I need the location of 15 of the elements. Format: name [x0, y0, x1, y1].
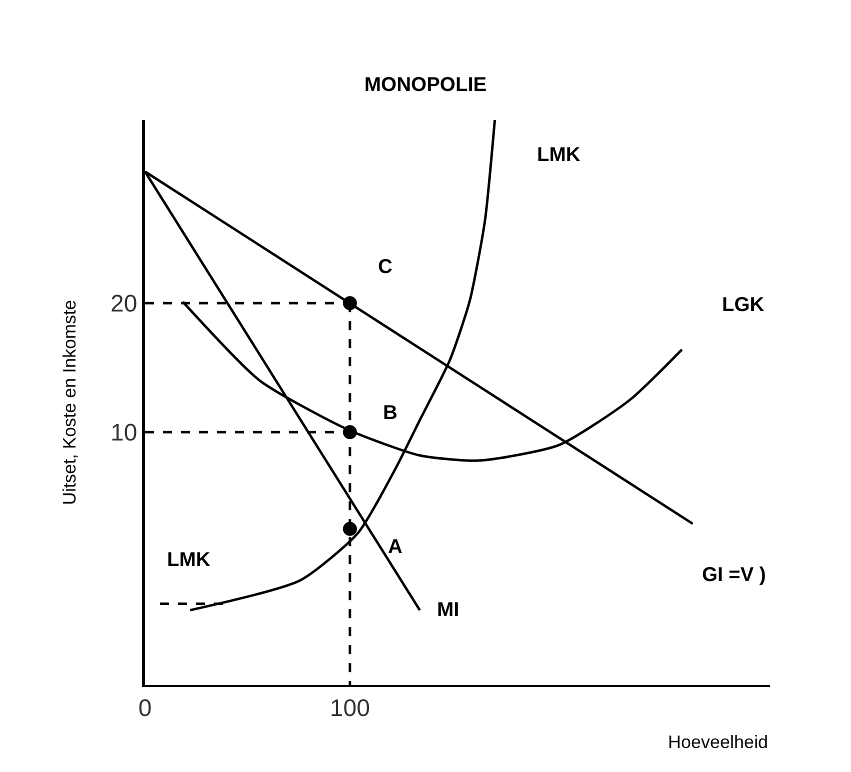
- annotation: LMK: [537, 144, 581, 166]
- annotation: B: [383, 402, 398, 424]
- annotation: MI: [437, 599, 460, 621]
- chart-title: MONOPOLIE: [364, 74, 487, 96]
- annotation: LMK: [167, 549, 211, 571]
- annotation: LGK: [722, 294, 765, 316]
- annotation: GI =V ): [702, 564, 766, 586]
- y-tick-label: 20: [110, 290, 138, 318]
- x-tick-label: 100: [330, 694, 370, 722]
- x-tick-label: 0: [138, 694, 152, 722]
- y-tick-label: 10: [110, 420, 138, 447]
- annotation: C: [378, 256, 392, 278]
- annotation: A: [388, 536, 402, 558]
- y-axis-title: Uitset, Koste en Inkomste: [60, 300, 80, 506]
- x-axis-title: Hoeveelheid: [668, 732, 768, 752]
